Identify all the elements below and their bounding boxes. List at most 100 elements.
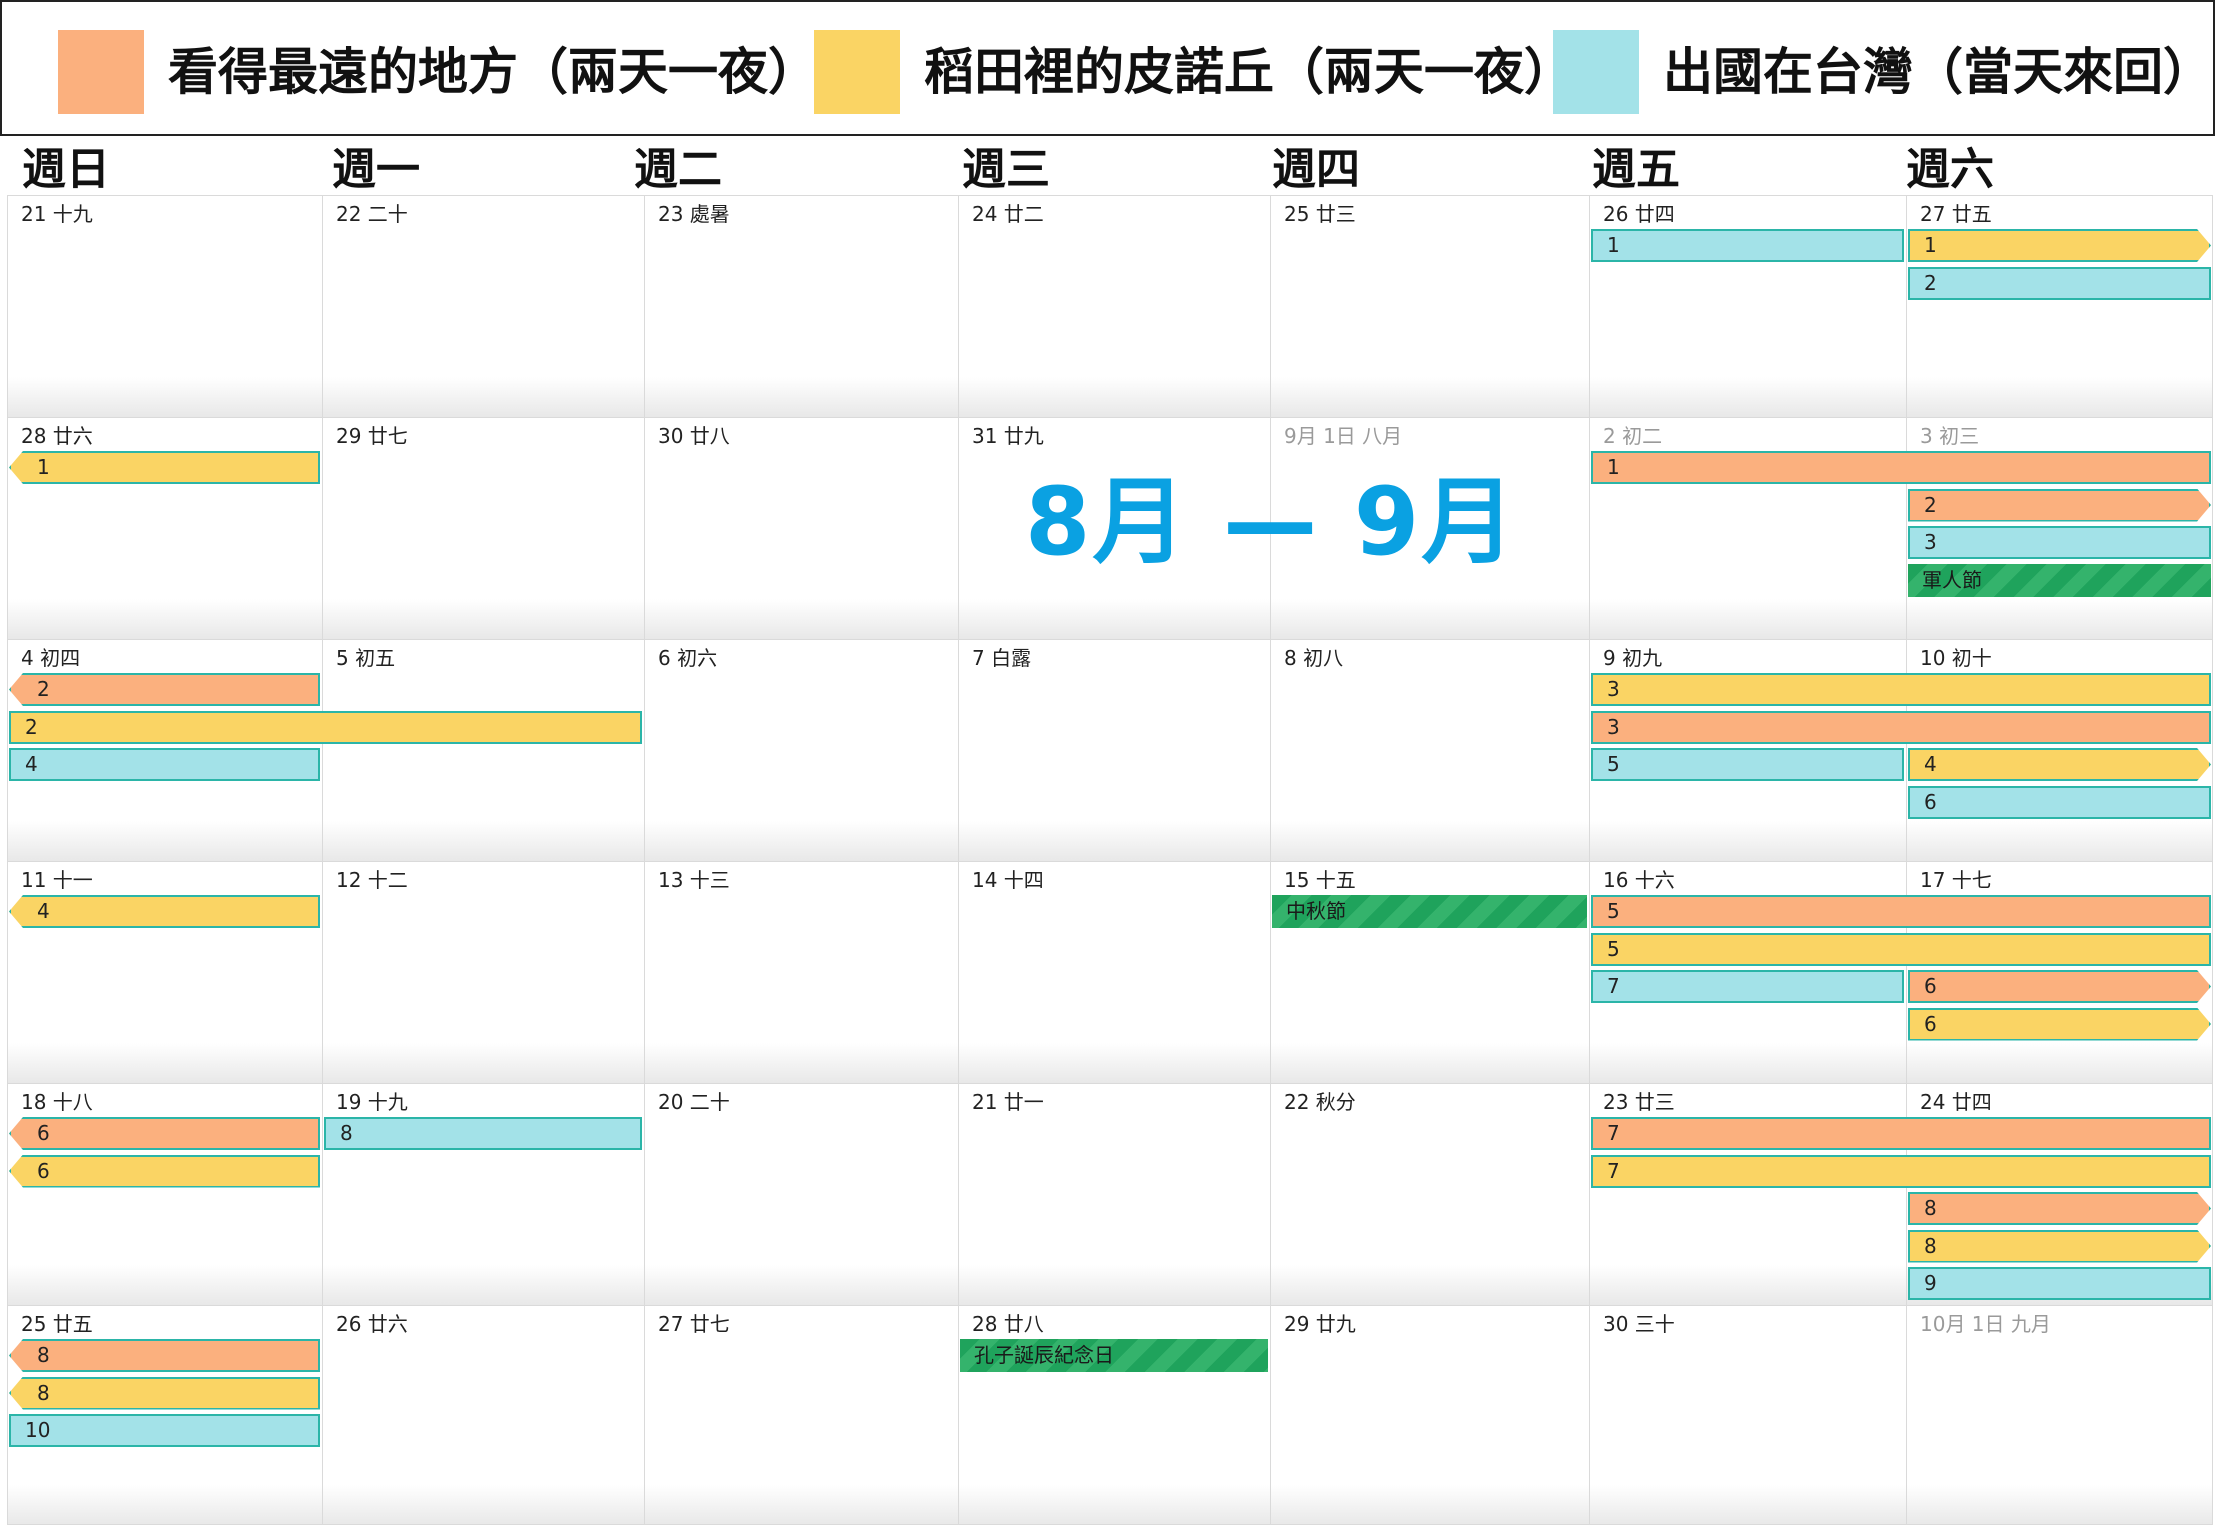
day-cell-label[interactable]: 11 十一: [21, 868, 93, 892]
event-bar-orange[interactable]: 6: [9, 1117, 320, 1150]
event-bar-yellow[interactable]: 6: [9, 1154, 320, 1188]
day-cell-label[interactable]: 29 廿九: [1284, 1312, 1356, 1336]
day-cell-label[interactable]: 25 廿五: [21, 1312, 93, 1336]
grid-column-line: [958, 195, 959, 1525]
grid-column-line: [1270, 195, 1271, 1525]
event-bar-orange[interactable]: 2: [9, 673, 320, 706]
day-cell-label[interactable]: 13 十三: [658, 868, 730, 892]
event-bar-yellow[interactable]: 4: [1908, 748, 2211, 781]
event-bar-cyan[interactable]: 2: [1908, 266, 2211, 300]
event-bar-orange[interactable]: 3: [1591, 710, 2211, 744]
event-bar-yellow[interactable]: 2: [9, 710, 642, 744]
event-bar-cyan[interactable]: 4: [9, 748, 320, 781]
day-cell-label[interactable]: 10 初十: [1920, 646, 1992, 670]
weekday-thu: 週四: [1272, 144, 1360, 195]
day-cell-label[interactable]: 3 初三: [1920, 424, 1980, 448]
day-cell-label[interactable]: 21 廿一: [972, 1090, 1044, 1114]
event-bar-orange[interactable]: 6: [1908, 970, 2211, 1003]
day-cell-label[interactable]: 21 十九: [21, 202, 93, 226]
grid-row-line: [7, 861, 2213, 862]
event-bar-orange[interactable]: 8: [1908, 1192, 2211, 1225]
event-bar-cyan[interactable]: 6: [1908, 785, 2211, 819]
day-cell-label[interactable]: 16 十六: [1603, 868, 1675, 892]
day-cell-label[interactable]: 8 初八: [1284, 646, 1344, 670]
grid-column-line: [644, 195, 645, 1525]
day-cell-label[interactable]: 25 廿三: [1284, 202, 1356, 226]
day-cell-label[interactable]: 7 白露: [972, 646, 1032, 670]
grid-row-line: [7, 1083, 2213, 1084]
event-bar-orange[interactable]: 8: [9, 1339, 320, 1372]
legend-swatch-orange: [58, 30, 144, 114]
day-cell-label[interactable]: 23 處暑: [658, 202, 730, 226]
day-cell-label[interactable]: 12 十二: [336, 868, 408, 892]
event-bar-orange[interactable]: 2: [1908, 489, 2211, 522]
day-cell-label[interactable]: 14 十四: [972, 868, 1044, 892]
day-cell-label[interactable]: 31 廿九: [972, 424, 1044, 448]
day-cell-label[interactable]: 22 二十: [336, 202, 408, 226]
event-bar-yellow[interactable]: 1: [9, 451, 320, 484]
day-cell-label[interactable]: 18 十八: [21, 1090, 93, 1114]
day-cell-label[interactable]: 24 廿二: [972, 202, 1044, 226]
event-bar-orange[interactable]: 1: [1591, 451, 2211, 484]
event-bar-yellow[interactable]: 1: [1908, 229, 2211, 262]
event-bar-yellow[interactable]: 3: [1591, 673, 2211, 706]
event-bar-cyan[interactable]: 7: [1591, 970, 1904, 1003]
event-bar-cyan[interactable]: 8: [324, 1117, 642, 1150]
event-bar-orange[interactable]: 7: [1591, 1117, 2211, 1150]
day-cell-label[interactable]: 26 廿四: [1603, 202, 1675, 226]
day-cell-label[interactable]: 2 初二: [1603, 424, 1663, 448]
day-cell-label[interactable]: 20 二十: [658, 1090, 730, 1114]
day-cell-label[interactable]: 24 廿四: [1920, 1090, 1992, 1114]
day-cell-label[interactable]: 28 廿八: [972, 1312, 1044, 1336]
event-bar-cyan[interactable]: 10: [9, 1414, 320, 1447]
grid-row-line: [7, 417, 2213, 418]
event-bar-cyan[interactable]: 9: [1908, 1267, 2211, 1300]
event-bar-orange[interactable]: 5: [1591, 895, 2211, 928]
grid-column-line: [1589, 195, 1590, 1525]
day-cell-label[interactable]: 27 廿五: [1920, 202, 1992, 226]
weekday-sat: 週六: [1906, 144, 1994, 195]
day-cell-label[interactable]: 9月 1日 八月: [1284, 424, 1403, 448]
legend: 看得最遠的地方（兩天一夜） 稻田裡的皮諾丘（兩天一夜） 出國在台灣（當天來回）: [0, 0, 2215, 136]
holiday-event[interactable]: 軍人節: [1908, 563, 2211, 597]
day-cell-label[interactable]: 19 十九: [336, 1090, 408, 1114]
week-row-shade: [7, 821, 2213, 861]
day-cell-label[interactable]: 5 初五: [336, 646, 396, 670]
day-cell-label[interactable]: 9 初九: [1603, 646, 1663, 670]
holiday-event[interactable]: 孔子誕辰紀念日: [960, 1339, 1268, 1372]
event-bar-yellow[interactable]: 6: [1908, 1008, 2211, 1041]
day-cell-label[interactable]: 27 廿七: [658, 1312, 730, 1336]
event-bar-yellow[interactable]: 8: [1908, 1230, 2211, 1263]
event-bar-yellow[interactable]: 4: [9, 895, 320, 928]
weekday-fri: 週五: [1592, 144, 1680, 195]
event-bar-cyan[interactable]: 3: [1908, 526, 2211, 559]
day-cell-label[interactable]: 26 廿六: [336, 1312, 408, 1336]
grid-row-line: [7, 1524, 2213, 1525]
day-cell-label[interactable]: 22 秋分: [1284, 1090, 1356, 1114]
week-row-shade: [7, 599, 2213, 639]
day-cell-label[interactable]: 23 廿三: [1603, 1090, 1675, 1114]
grid-row-line: [7, 639, 2213, 640]
legend-swatch-yellow: [814, 30, 900, 114]
event-bar-yellow[interactable]: 5: [1591, 932, 2211, 966]
legend-label-yellow: 稻田裡的皮諾丘（兩天一夜）: [924, 43, 1574, 101]
event-bar-cyan[interactable]: 1: [1591, 229, 1904, 262]
day-cell-label[interactable]: 30 三十: [1603, 1312, 1675, 1336]
event-bar-cyan[interactable]: 5: [1591, 748, 1904, 781]
day-cell-label[interactable]: 28 廿六: [21, 424, 93, 448]
grid-column-line: [2212, 195, 2213, 1525]
week-row-shade: [7, 1265, 2213, 1305]
holiday-event[interactable]: 中秋節: [1272, 895, 1587, 928]
month-title: 8月 — 9月: [1025, 468, 1518, 577]
day-cell-label[interactable]: 15 十五: [1284, 868, 1356, 892]
event-bar-yellow[interactable]: 8: [9, 1376, 320, 1410]
day-cell-label[interactable]: 10月 1日 九月: [1920, 1312, 2051, 1336]
day-cell-label[interactable]: 17 十七: [1920, 868, 1992, 892]
day-cell-label[interactable]: 6 初六: [658, 646, 718, 670]
day-cell-label[interactable]: 29 廿七: [336, 424, 408, 448]
grid-row-line: [7, 195, 2213, 196]
event-bar-yellow[interactable]: 7: [1591, 1154, 2211, 1188]
day-cell-label[interactable]: 30 廿八: [658, 424, 730, 448]
grid-column-line: [7, 195, 8, 1525]
day-cell-label[interactable]: 4 初四: [21, 646, 81, 670]
